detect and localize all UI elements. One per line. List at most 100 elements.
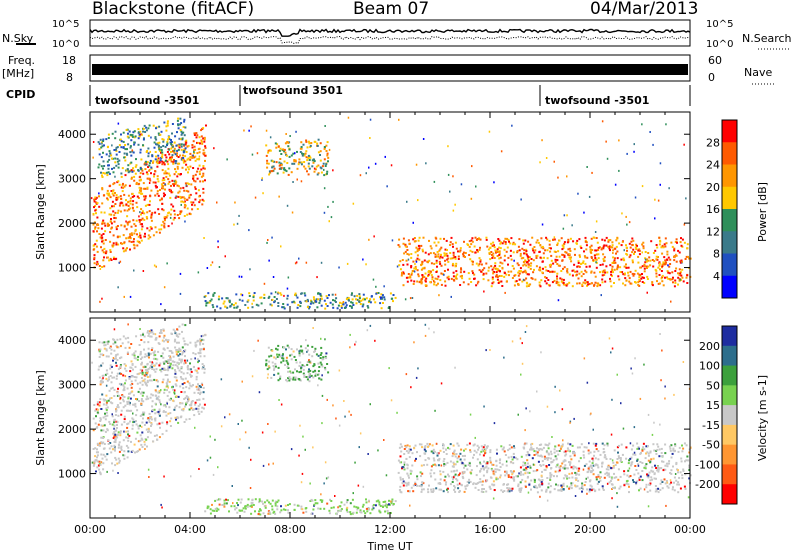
data-pixel bbox=[577, 192, 579, 195]
data-pixel bbox=[460, 460, 463, 463]
data-pixel bbox=[121, 342, 124, 345]
data-pixel bbox=[612, 256, 615, 259]
data-pixel bbox=[194, 403, 197, 406]
data-pixel bbox=[595, 266, 598, 269]
data-pixel bbox=[133, 352, 136, 355]
data-pixel bbox=[649, 479, 652, 482]
data-pixel bbox=[188, 382, 191, 385]
data-pixel bbox=[309, 146, 312, 148]
data-pixel bbox=[102, 138, 105, 141]
data-pixel bbox=[521, 478, 524, 481]
data-pixel bbox=[674, 240, 677, 243]
data-pixel bbox=[192, 366, 195, 369]
data-pixel bbox=[471, 165, 473, 168]
data-pixel bbox=[534, 484, 537, 487]
data-pixel bbox=[155, 231, 158, 234]
data-pixel bbox=[171, 144, 174, 147]
data-pixel bbox=[287, 377, 290, 380]
data-pixel bbox=[294, 377, 296, 380]
data-pixel bbox=[429, 252, 432, 255]
data-pixel bbox=[492, 281, 495, 284]
data-pixel bbox=[151, 394, 154, 397]
data-pixel bbox=[111, 192, 114, 195]
data-pixel bbox=[504, 242, 507, 245]
data-pixel bbox=[304, 294, 307, 297]
data-pixel bbox=[599, 264, 602, 266]
data-pixel bbox=[97, 224, 100, 226]
data-pixel bbox=[146, 211, 149, 214]
data-pixel bbox=[172, 205, 175, 208]
data-pixel bbox=[444, 284, 447, 287]
data-pixel bbox=[105, 153, 108, 156]
data-pixel bbox=[100, 211, 103, 214]
data-pixel bbox=[105, 411, 108, 414]
data-pixel bbox=[313, 363, 316, 366]
data-pixel bbox=[306, 170, 308, 173]
data-pixel bbox=[506, 483, 508, 486]
data-pixel bbox=[139, 175, 142, 178]
data-pixel bbox=[109, 367, 112, 370]
data-pixel bbox=[104, 224, 107, 227]
data-pixel bbox=[284, 508, 287, 511]
data-pixel bbox=[686, 243, 689, 246]
data-pixel bbox=[148, 412, 151, 415]
data-pixel bbox=[153, 418, 156, 420]
data-pixel bbox=[260, 302, 263, 305]
data-pixel bbox=[110, 227, 113, 230]
data-pixel bbox=[96, 466, 99, 469]
data-pixel bbox=[256, 152, 259, 155]
data-pixel bbox=[115, 146, 118, 149]
data-pixel bbox=[651, 281, 654, 284]
data-pixel bbox=[189, 362, 191, 365]
data-pixel bbox=[157, 157, 160, 160]
data-pixel bbox=[302, 372, 305, 375]
data-pixel bbox=[420, 263, 423, 266]
data-pixel bbox=[253, 292, 256, 294]
data-pixel bbox=[149, 335, 152, 338]
data-pixel bbox=[568, 461, 570, 464]
data-pixel bbox=[539, 464, 542, 466]
data-pixel bbox=[199, 403, 201, 406]
data-pixel bbox=[631, 237, 634, 240]
data-pixel bbox=[101, 202, 104, 205]
data-pixel bbox=[315, 353, 318, 356]
power-colorbar-label: Power [dB] bbox=[756, 182, 769, 242]
data-pixel bbox=[100, 408, 103, 410]
data-pixel bbox=[241, 294, 244, 297]
data-pixel bbox=[581, 485, 584, 488]
data-pixel bbox=[194, 187, 197, 190]
data-pixel bbox=[173, 180, 176, 183]
data-pixel bbox=[569, 237, 572, 240]
data-pixel bbox=[238, 214, 240, 217]
data-pixel bbox=[509, 242, 512, 245]
data-pixel bbox=[479, 259, 482, 262]
data-pixel bbox=[106, 256, 109, 259]
data-pixel bbox=[532, 249, 535, 252]
data-pixel bbox=[399, 478, 402, 481]
data-pixel bbox=[611, 265, 614, 268]
data-pixel bbox=[169, 213, 172, 216]
data-pixel bbox=[206, 267, 209, 269]
data-pixel bbox=[122, 398, 125, 401]
data-pixel bbox=[110, 381, 113, 384]
data-pixel bbox=[460, 183, 463, 186]
data-pixel bbox=[462, 471, 465, 474]
data-pixel bbox=[164, 216, 167, 219]
data-pixel bbox=[142, 333, 144, 336]
data-pixel bbox=[287, 346, 290, 349]
data-pixel bbox=[134, 437, 137, 440]
data-pixel bbox=[443, 464, 445, 467]
data-pixel bbox=[343, 503, 346, 506]
data-pixel bbox=[631, 272, 634, 275]
data-pixel bbox=[203, 364, 205, 367]
data-pixel bbox=[213, 509, 216, 512]
data-pixel bbox=[190, 407, 193, 410]
data-pixel bbox=[189, 156, 192, 158]
data-pixel bbox=[145, 160, 147, 163]
data-pixel bbox=[522, 239, 525, 242]
data-pixel bbox=[647, 265, 650, 268]
data-pixel bbox=[584, 269, 587, 272]
data-pixel bbox=[296, 504, 299, 507]
data-pixel bbox=[453, 453, 456, 456]
data-pixel bbox=[314, 369, 316, 372]
